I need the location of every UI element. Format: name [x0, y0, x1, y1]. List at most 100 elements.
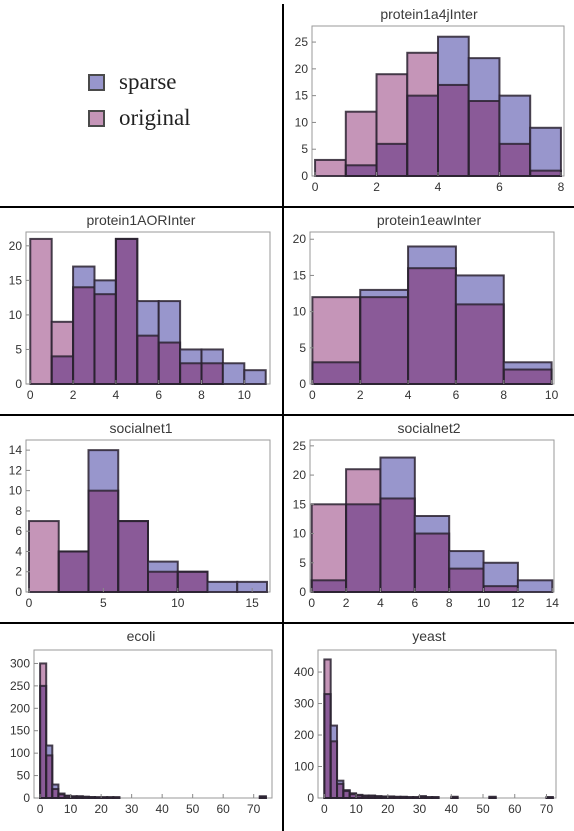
chart-protein1AORInter: protein1AORInter 0 5 10 15 20 0 2 4 6 8 10	[0, 208, 282, 414]
chart-title: protein1a4jInter	[380, 6, 478, 22]
x-tick-label: 20	[381, 802, 395, 816]
x-tick-label: 4	[377, 596, 384, 610]
bar-sparse	[455, 275, 504, 305]
bar-overlap	[438, 84, 469, 176]
y-tick-label: 5	[301, 142, 308, 156]
bar-overlap	[118, 521, 148, 592]
x-tick-label: 10	[64, 802, 78, 816]
y-tick-label: 0	[299, 585, 306, 599]
bar-sparse	[52, 784, 59, 790]
y-tick-label: 5	[299, 556, 306, 570]
y-tick-label: 2	[15, 565, 22, 579]
y-tick-label: 5	[299, 341, 306, 355]
bar-overlap	[455, 304, 504, 384]
x-tick-label: 4	[113, 388, 120, 402]
y-tick-label: 0	[23, 791, 30, 805]
x-tick-label: 60	[508, 802, 522, 816]
x-tick-label: 50	[476, 802, 490, 816]
bar-outline-original	[545, 796, 554, 799]
bar-sparse	[201, 349, 223, 364]
x-tick-label: 10	[171, 596, 185, 610]
x-tick-label: 0	[308, 596, 315, 610]
bar-sparse	[483, 562, 518, 587]
bar-original	[40, 663, 47, 686]
plot-frame	[33, 649, 273, 799]
bar-sparse	[207, 581, 238, 592]
bar-original	[312, 297, 361, 363]
x-tick-label: 10	[349, 802, 363, 816]
bar-sparse	[517, 580, 553, 592]
bar-outline-sparse	[516, 579, 554, 594]
y-tick-label: 0	[307, 791, 314, 805]
bar-sparse	[449, 551, 484, 569]
bar-overlap	[468, 101, 500, 176]
y-tick-label: 10	[9, 484, 23, 498]
plot-frame	[317, 649, 557, 799]
chart-protein1a4jInter: protein1a4jInter 0 5 10 15 20 25 0 2 4 6 8	[284, 0, 574, 206]
bar-sparse	[137, 301, 159, 336]
bar-overlap	[58, 551, 89, 592]
y-tick-label: 6	[15, 524, 22, 538]
x-tick-label: 6	[155, 388, 162, 402]
x-tick-label: 6	[411, 596, 418, 610]
bar-overlap	[40, 685, 47, 798]
x-tick-label: 10	[238, 388, 252, 402]
y-tick-label: 10	[9, 308, 23, 322]
x-tick-label: 8	[198, 388, 205, 402]
y-tick-label: 300	[294, 697, 314, 711]
bar-overlap	[330, 741, 338, 798]
bar-overlap	[311, 580, 347, 592]
legend-swatch-original	[88, 109, 105, 127]
bar-overlap	[337, 783, 344, 798]
y-tick-label: 15	[295, 89, 309, 103]
y-tick-label: 15	[9, 273, 23, 287]
bar-outline-sparse	[243, 369, 267, 386]
bar-overlap	[530, 170, 561, 176]
x-tick-label: 2	[70, 388, 77, 402]
y-tick-label: 300	[10, 656, 30, 670]
bar-overlap	[137, 335, 159, 384]
y-tick-label: 400	[294, 665, 314, 679]
bar-sparse	[94, 280, 116, 295]
y-tick-label: 20	[293, 468, 307, 482]
chart-yeast: yeast 0 100 200 300 400 0 10 20 30 40 50 60 70	[284, 624, 574, 831]
chart-title: socialnet1	[109, 420, 173, 436]
bar-original	[324, 659, 331, 695]
bar-overlap	[94, 294, 116, 384]
bar-overlap	[408, 268, 456, 384]
chart-title: protein1AORInter	[86, 212, 196, 228]
chart-ecoli: ecoli 0 50 100 150 200 250 300 0 10 20 30 40 50 60 70	[0, 624, 282, 831]
legend-swatch-sparse	[88, 73, 105, 91]
bar-sparse	[530, 127, 561, 171]
y-tick-label: 0	[301, 169, 308, 183]
y-tick-label: 25	[293, 439, 307, 453]
bar-sparse	[46, 745, 53, 756]
y-tick-label: 14	[9, 443, 23, 457]
bar-sparse	[408, 246, 456, 269]
bar-outline-original	[45, 754, 54, 799]
bar-original	[30, 238, 52, 384]
bar-sparse	[414, 516, 450, 534]
y-tick-label: 4	[15, 544, 22, 558]
y-tick-label: 100	[294, 760, 314, 774]
y-tick-label: 0	[15, 585, 22, 599]
bar-overlap	[58, 794, 65, 798]
x-tick-label: 70	[540, 802, 554, 816]
bar-original	[345, 111, 377, 166]
y-tick-label: 15	[293, 268, 307, 282]
bar-outline-original	[488, 796, 497, 799]
chart-plot: 0 5 10 15 20 25 0 2 4 6 8 10 12 14	[293, 439, 560, 610]
x-tick-label: 20	[94, 802, 108, 816]
chart-protein1eawInter: protein1eawInter 0 5 10 15 20 0 2 4 6 8 10	[284, 208, 574, 414]
bar-original	[407, 52, 438, 96]
bar-overlap	[312, 362, 361, 384]
legend-label-sparse: sparse	[119, 69, 177, 94]
x-tick-label: 40	[155, 802, 169, 816]
legend-label-original: original	[119, 105, 191, 130]
bar-sparse	[337, 780, 344, 784]
x-tick-label: 8	[500, 388, 507, 402]
bar-overlap	[407, 95, 438, 176]
bar-outline-original	[431, 796, 440, 799]
bar-overlap	[499, 143, 531, 176]
y-tick-label: 0	[15, 377, 22, 391]
